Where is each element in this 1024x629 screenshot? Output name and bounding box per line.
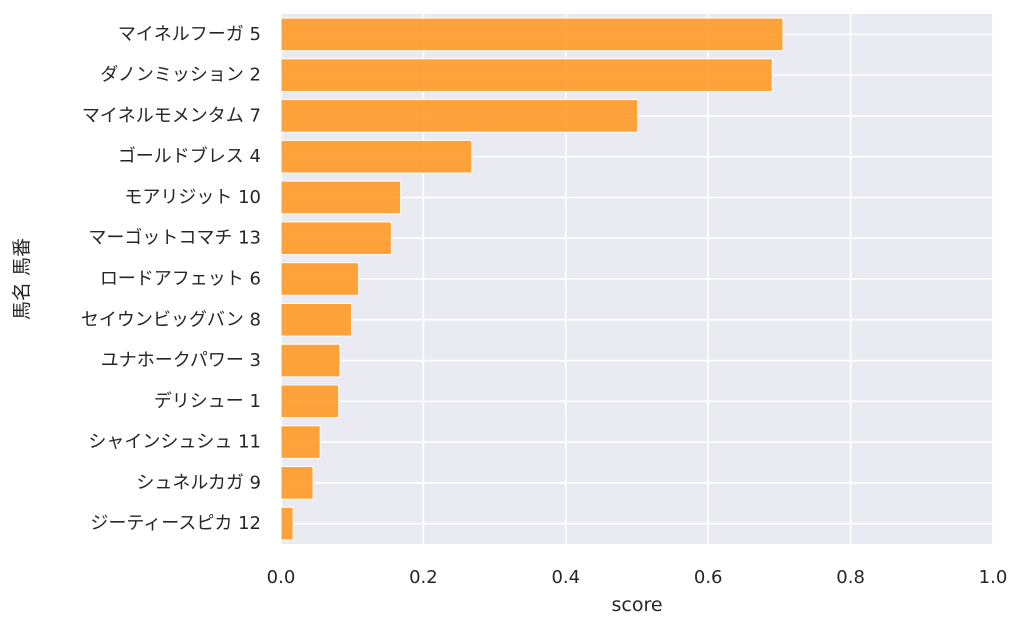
y-tick-label: モアリジット 10 [124,187,261,208]
x-tick-label: 0.8 [836,567,865,588]
bar [280,343,341,378]
x-tick-label: 0.6 [694,567,723,588]
bar [280,384,340,419]
bar [280,262,360,296]
y-tick-label: ダノンミッション 2 [100,65,261,86]
x-tick-label: 0.2 [409,567,438,588]
bar [280,180,402,215]
bar [280,17,784,52]
y-tick-label: ロードアフェット 6 [100,269,261,290]
y-tick-label: マーゴットコマチ 13 [88,228,261,249]
y-tick-label: セイウンビッグバン 8 [81,309,261,330]
bars [280,17,784,541]
x-tick-label: 0.4 [551,567,580,588]
y-tick-label: シャインシュシュ 11 [88,432,261,453]
y-tick-label: マイネルフーガ 5 [118,24,261,45]
y-tick-label: ジーティースピカ 12 [90,513,261,534]
y-tick-label: マイネルモメンタム 7 [82,105,261,126]
bar [280,466,314,500]
y-axis-label: 馬名 馬番 [11,238,33,320]
bar [280,139,473,174]
y-tick-label: ユナホークパワー 3 [101,350,261,371]
x-tick-label: 0.0 [267,567,296,588]
x-tick-label: 1.0 [979,567,1008,588]
bar [280,302,352,337]
y-tick-label: ゴールドブレス 4 [118,145,261,167]
y-tick-label: デリシュー 1 [154,391,261,412]
bar [280,221,392,256]
bar [280,506,294,541]
x-tick-labels: 0.0 0.2 0.4 0.6 0.8 1.0 [267,567,1008,588]
bar [280,425,321,459]
y-tick-labels: マイネルフーガ 5 ダノンミッション 2 マイネルモメンタム 7 ゴールドブレス 4 モ… [81,24,261,534]
bar [280,58,773,92]
x-axis-label: score [611,594,662,616]
bar [280,99,639,133]
y-tick-label: シュネルカガ 9 [136,472,261,493]
